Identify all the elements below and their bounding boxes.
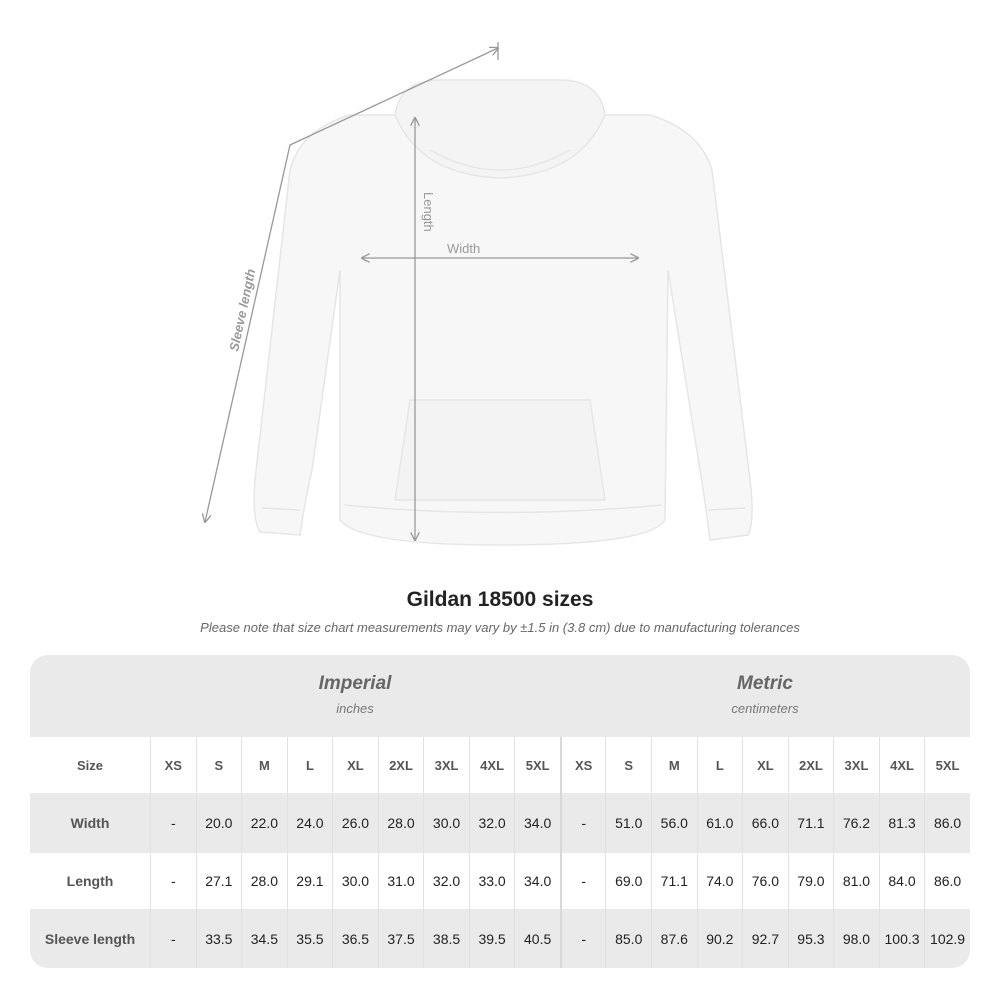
metric-cell: 2XL (787, 737, 834, 793)
imperial-cell: 36.5 (332, 909, 378, 968)
metric-cell: - (559, 909, 606, 968)
row-label: Sleeve length (44, 930, 136, 947)
imperial-cell: 32.0 (468, 793, 515, 853)
row-label: Size (76, 757, 103, 773)
imperial-unit: inches (336, 701, 374, 716)
table-row: Width -20.0 22.0 24.0 26.0 28.0 30.0 32.0 34.0-5… (30, 793, 970, 853)
metric-cell: 85.0 (605, 909, 651, 968)
imperial-cell: 22.0 (241, 793, 287, 853)
imperial-cell: XL (332, 737, 378, 793)
metric-cell: 74.0 (696, 853, 743, 909)
metric-cell: 102.9 (924, 909, 970, 968)
imperial-cell: S (195, 737, 242, 793)
metric-cell: 92.7 (742, 909, 788, 968)
imperial-header: Imperial inches (150, 655, 560, 737)
metric-cell: 71.1 (787, 793, 834, 853)
row-label: Width (70, 815, 110, 831)
imperial-cell: 40.5 (514, 909, 560, 968)
metric-cell: 95.3 (787, 909, 834, 968)
metric-cell: 3XL (833, 737, 879, 793)
metric-cell: XL (742, 737, 788, 793)
metric-cell: 76.0 (742, 853, 788, 909)
tolerance-note: Please note that size chart measurements… (200, 620, 800, 635)
imperial-cell: - (150, 793, 196, 853)
metric-unit: centimeters (731, 701, 799, 716)
imperial-cell: 39.5 (468, 909, 515, 968)
metric-cell: 86.0 (924, 793, 970, 853)
metric-cell: 98.0 (833, 909, 879, 968)
imperial-cell: 30.0 (332, 853, 378, 909)
metric-cell: 66.0 (742, 793, 788, 853)
imperial-cell: 24.0 (286, 793, 333, 853)
sleeve-length-label: Sleeve length (226, 267, 258, 352)
metric-cell: 81.3 (878, 793, 925, 853)
metric-cell: 61.0 (696, 793, 743, 853)
measurement-lines (205, 42, 638, 540)
metric-cell: 84.0 (878, 853, 925, 909)
metric-cell: L (696, 737, 743, 793)
imperial-cell: 3XL (423, 737, 469, 793)
hoodie-illustration: Sleeve length Length Width (0, 42, 753, 546)
imperial-cell: 31.0 (377, 853, 424, 909)
imperial-cell: 35.5 (286, 909, 333, 968)
imperial-cell: 34.0 (514, 853, 560, 909)
metric-cell: 100.3 (878, 909, 925, 968)
table-row: Sleeve length -33.5 34.5 35.5 36.5 37.5 38.5 39… (30, 909, 970, 968)
metric-cell: 71.1 (651, 853, 697, 909)
imperial-cell: L (286, 737, 333, 793)
metric-cell: 4XL (878, 737, 925, 793)
metric-cell: S (605, 737, 651, 793)
imperial-cell: 33.0 (468, 853, 515, 909)
size-table: Imperial inches Metric centimeters Size X… (30, 655, 970, 968)
imperial-cell: 34.5 (241, 909, 287, 968)
hoodie-shape (253, 79, 753, 546)
metric-label: Metric (737, 673, 793, 694)
metric-cell: 86.0 (924, 853, 970, 909)
metric-cell: 76.2 (833, 793, 879, 853)
imperial-cell: 30.0 (423, 793, 469, 853)
metric-cell: 90.2 (696, 909, 743, 968)
imperial-cell: 29.1 (286, 853, 333, 909)
size-header-row: Size XS S M L XL 2XL 3XL 4XL 5XL XS S M L XL 2XL 3XL 4XL 5… (30, 737, 970, 793)
imperial-cell: 38.5 (423, 909, 469, 968)
width-label: Width (447, 241, 480, 256)
metric-cell: M (651, 737, 697, 793)
metric-cell: XS (559, 737, 606, 793)
metric-cell: 5XL (924, 737, 970, 793)
imperial-cell: 32.0 (423, 853, 469, 909)
metric-cell: 69.0 (605, 853, 651, 909)
imperial-cell: 4XL (468, 737, 515, 793)
metric-cell: 56.0 (651, 793, 697, 853)
imperial-cell: 20.0 (195, 793, 242, 853)
imperial-cell: 28.0 (377, 793, 424, 853)
imperial-cell: 27.1 (195, 853, 242, 909)
imperial-cell: 2XL (377, 737, 424, 793)
imperial-cell: - (150, 853, 196, 909)
length-label: Length (421, 192, 436, 232)
imperial-cell: 28.0 (241, 853, 287, 909)
metric-header: Metric centimeters (560, 655, 970, 737)
imperial-label: Imperial (318, 673, 392, 694)
chart-title: Gildan 18500 sizes (406, 588, 594, 611)
metric-cell: 87.6 (651, 909, 697, 968)
imperial-cell: 26.0 (332, 793, 378, 853)
imperial-cell: 34.0 (514, 793, 560, 853)
imperial-cell: 37.5 (377, 909, 424, 968)
row-label: Length (66, 873, 114, 889)
metric-cell: 79.0 (787, 853, 834, 909)
metric-cell: 51.0 (605, 793, 651, 853)
imperial-cell: - (150, 909, 196, 968)
imperial-cell: XS (150, 737, 196, 793)
metric-cell: - (559, 853, 606, 909)
table-row: Length -27.1 28.0 29.1 30.0 31.0 32.0 33.0 34.0-… (30, 853, 970, 909)
imperial-cell: 33.5 (195, 909, 242, 968)
metric-cell: 81.0 (833, 853, 879, 909)
metric-cell: - (559, 793, 606, 853)
imperial-cell: M (241, 737, 287, 793)
imperial-cell: 5XL (514, 737, 560, 793)
